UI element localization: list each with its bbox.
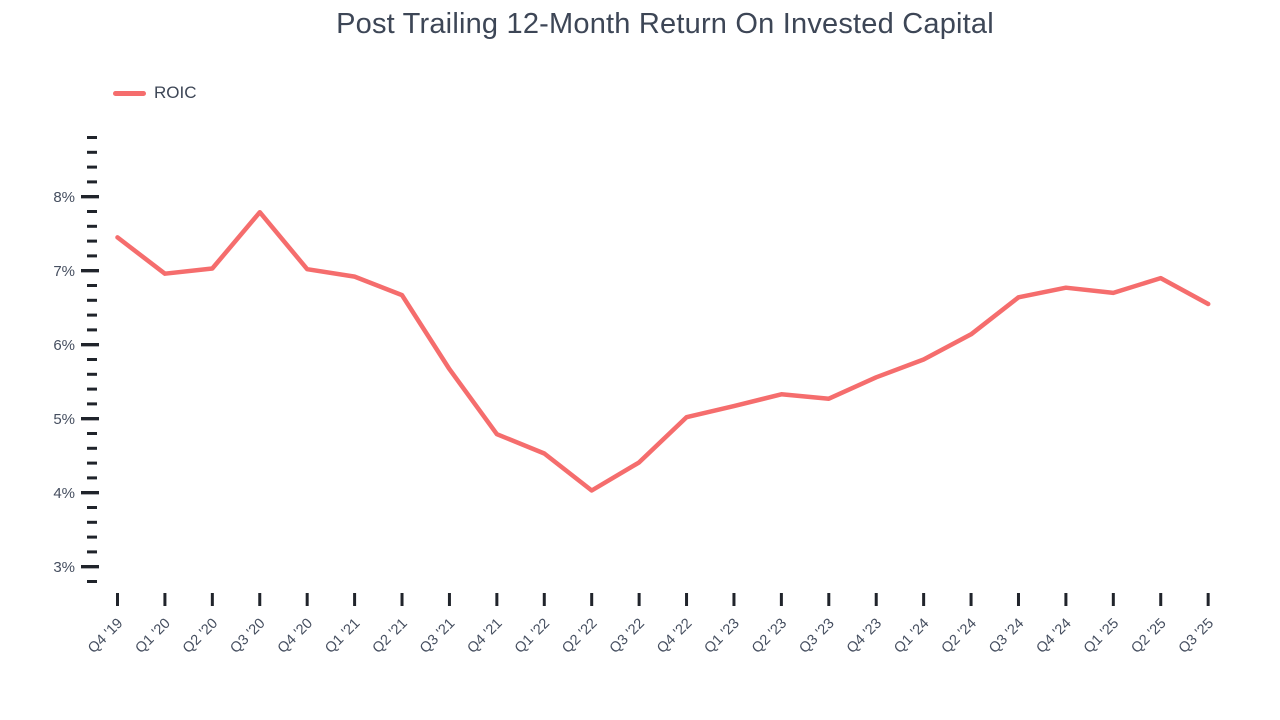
x-tick-label: Q3 '25 xyxy=(1176,616,1217,657)
x-tick-label: Q1 '23 xyxy=(702,616,743,657)
x-tick-label: Q4 '21 xyxy=(464,616,505,657)
y-tick-label: 7% xyxy=(53,263,75,280)
x-tick-label: Q3 '22 xyxy=(607,616,648,657)
roic-line xyxy=(115,209,1211,493)
y-tick-label: 4% xyxy=(53,485,75,502)
x-tick-label: Q2 '20 xyxy=(180,616,221,657)
x-tick-label: Q3 '20 xyxy=(227,616,268,657)
x-tick-label: Q2 '22 xyxy=(559,616,600,657)
x-tick-label: Q4 '23 xyxy=(844,616,885,657)
y-tick-label: 8% xyxy=(53,189,75,206)
x-tick-label: Q3 '24 xyxy=(986,616,1027,657)
x-tick-label: Q2 '21 xyxy=(370,616,411,657)
x-tick-label: Q1 '22 xyxy=(512,616,553,657)
x-tick-label: Q3 '21 xyxy=(417,616,458,657)
x-tick-label: Q2 '23 xyxy=(749,616,790,657)
x-tick-label: Q4 '24 xyxy=(1034,616,1075,657)
y-tick-label: 3% xyxy=(53,559,75,576)
x-tick-label: Q2 '25 xyxy=(1128,616,1169,657)
x-tick-label: Q4 '19 xyxy=(85,616,126,657)
y-tick-label: 6% xyxy=(53,337,75,354)
x-tick-label: Q1 '25 xyxy=(1081,616,1122,657)
x-tick-label: Q2 '24 xyxy=(939,616,980,657)
legend-line-swatch xyxy=(113,90,146,96)
y-tick-label: 5% xyxy=(53,411,75,428)
x-tick-label: Q1 '21 xyxy=(322,616,363,657)
x-tick-label: Q3 '23 xyxy=(796,616,837,657)
legend-label: ROIC xyxy=(154,83,197,102)
x-tick-label: Q1 '24 xyxy=(891,616,932,657)
x-tick-label: Q4 '22 xyxy=(654,616,695,657)
x-tick-label: Q1 '20 xyxy=(133,616,174,657)
chart-title: Post Trailing 12-Month Return On Investe… xyxy=(336,8,994,40)
x-tick-label: Q4 '20 xyxy=(275,616,316,657)
legend: ROIC xyxy=(113,83,197,103)
